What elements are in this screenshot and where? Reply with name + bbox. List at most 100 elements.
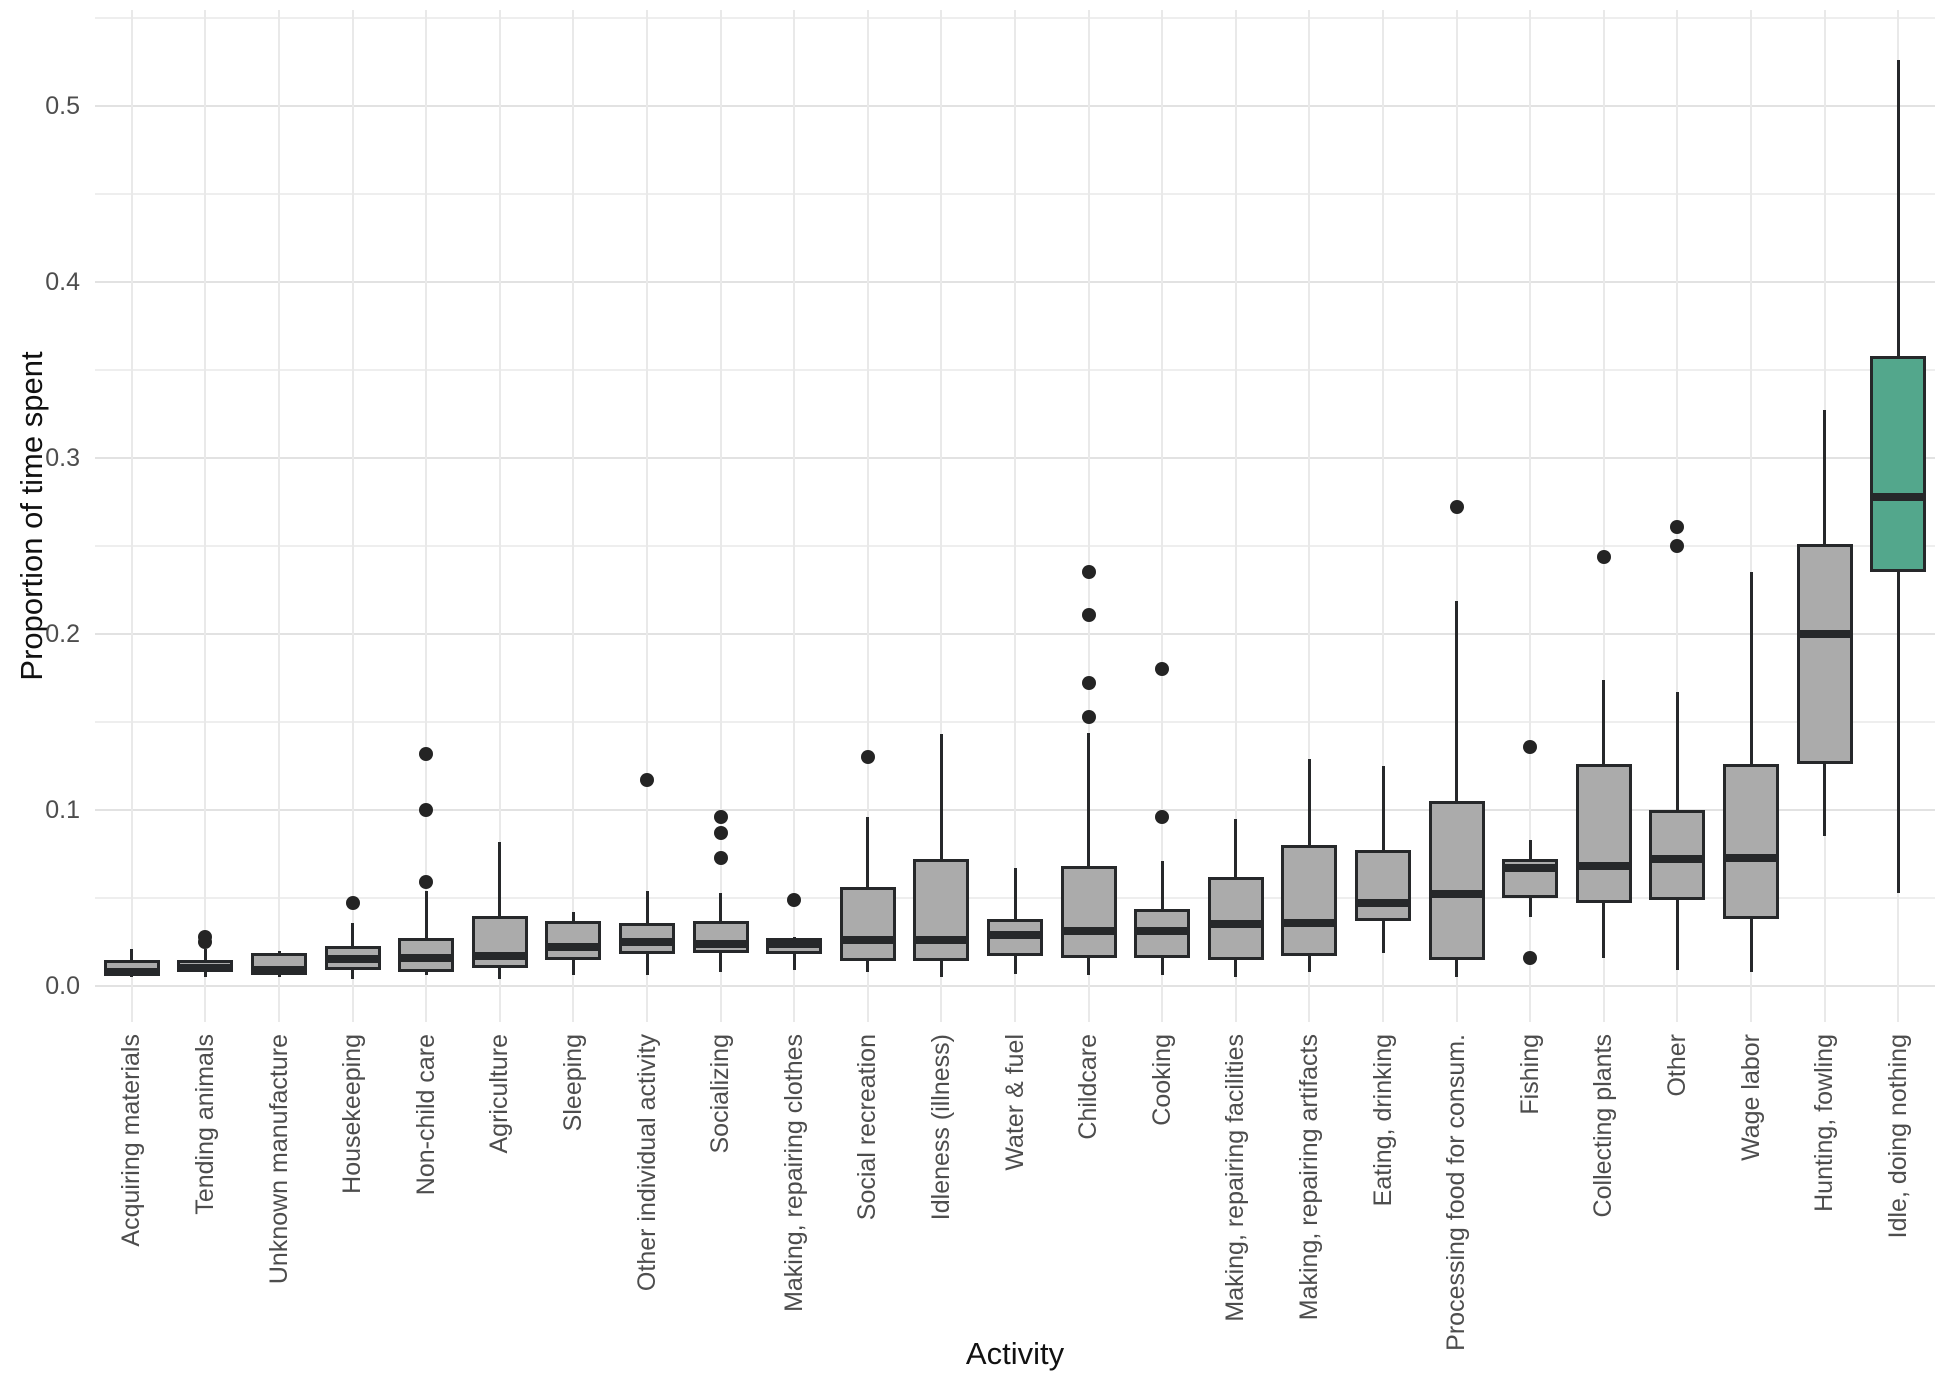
boxplot-median-line [1207, 920, 1264, 929]
boxplot-median-line [103, 967, 160, 976]
boxplot-box [913, 859, 970, 962]
outlier-point [1523, 739, 1538, 754]
outlier-point [713, 810, 728, 825]
boxplot-box [1723, 764, 1779, 920]
gridline-vertical [351, 10, 354, 1022]
x-tick-label: Idle, doing nothing [1883, 1034, 1912, 1239]
outlier-point [860, 750, 875, 765]
boxplot-median-line [1502, 864, 1559, 873]
boxplot-median-line [1134, 927, 1191, 936]
plot-panel [95, 10, 1935, 1022]
x-tick-label: Non-child care [411, 1034, 440, 1196]
outlier-point [640, 773, 654, 788]
boxplot-whisker [498, 841, 502, 979]
boxplot-median-line [1723, 853, 1779, 862]
x-tick-label: Hunting, fowling [1810, 1034, 1839, 1212]
boxplot-median-line [1575, 862, 1632, 871]
gridline-vertical [425, 10, 428, 1022]
boxplot-whisker [1087, 732, 1091, 976]
boxplot-median-line [177, 963, 234, 972]
x-tick-label: Water & fuel [1000, 1034, 1029, 1171]
boxplot-median-line [766, 939, 823, 948]
y-tick-label: 0.5 [45, 92, 80, 120]
gridline-vertical [1014, 10, 1016, 1022]
gridline-vertical [1602, 10, 1605, 1022]
boxplot-median-line [471, 952, 528, 961]
outlier-point [198, 929, 213, 944]
gridline-vertical [866, 10, 869, 1022]
boxplot-median-line [839, 936, 896, 945]
boxplot-box [1870, 355, 1927, 573]
outlier-point [787, 892, 802, 907]
gridline-vertical [1529, 10, 1532, 1022]
x-tick-label: Childcare [1074, 1034, 1103, 1140]
x-tick-label: Other [1662, 1034, 1691, 1097]
gridline-vertical [572, 10, 575, 1022]
gridline-vertical [646, 10, 648, 1022]
boxplot-median-line [1428, 890, 1485, 899]
boxplot-median-line [1281, 918, 1338, 927]
outlier-point [1081, 565, 1096, 580]
boxplot-median-line [251, 966, 307, 975]
x-tick-label: Housekeeping [338, 1034, 367, 1194]
gridline-vertical [1676, 10, 1679, 1022]
boxplot-box [1649, 810, 1706, 900]
boxplot-box [1207, 876, 1264, 960]
boxplot-box [1281, 845, 1338, 957]
gridline-vertical [498, 10, 501, 1022]
boxplot-median-line [1060, 927, 1117, 936]
boxplot-whisker [1455, 600, 1459, 978]
x-tick-label: Making, repairing artifacts [1294, 1034, 1323, 1321]
boxplot-median-line [987, 930, 1043, 939]
gridline-vertical [204, 10, 207, 1022]
boxplot-median-line [692, 939, 749, 948]
y-tick-label: 0.0 [45, 972, 80, 1000]
y-tick-label: 0.1 [45, 796, 80, 824]
outlier-point [419, 875, 434, 890]
outlier-point [1081, 676, 1096, 691]
x-tick-label: Processing food for consum. [1442, 1034, 1471, 1351]
boxplot-box [839, 887, 896, 962]
boxplot-box [1355, 850, 1411, 921]
outlier-point [1449, 500, 1464, 515]
outlier-point [1155, 810, 1170, 825]
x-tick-label: Wage labor [1736, 1034, 1765, 1161]
gridline-vertical [1087, 10, 1090, 1022]
y-tick-label: 0.2 [45, 620, 80, 648]
gridline-vertical [1382, 10, 1384, 1022]
boxplot-box [1060, 866, 1117, 958]
x-tick-label: Eating, drinking [1368, 1034, 1397, 1207]
boxplot-box [545, 920, 602, 960]
gridline-vertical [1750, 10, 1752, 1022]
boxplot-median-line [913, 936, 970, 945]
outlier-point [1155, 662, 1170, 677]
x-tick-label: Agriculture [485, 1034, 514, 1154]
boxplot-median-line [1355, 899, 1411, 908]
boxplot-whisker [939, 734, 943, 978]
x-tick-label: Other individual activity [632, 1034, 661, 1292]
boxplot-box [692, 920, 749, 953]
boxplot-box [1428, 801, 1485, 960]
boxplot-box [1796, 544, 1853, 765]
outlier-point [1081, 709, 1096, 724]
x-tick-label: Fishing [1515, 1034, 1544, 1115]
outlier-point [1523, 950, 1538, 965]
gridline-vertical [793, 10, 796, 1022]
outlier-point [1670, 539, 1685, 553]
boxplot-median-line [545, 943, 602, 952]
boxplot-box [471, 915, 528, 969]
outlier-point [1670, 519, 1685, 534]
gridline-vertical [1161, 10, 1164, 1022]
x-tick-label: Social recreation [853, 1034, 882, 1221]
outlier-point [713, 825, 728, 840]
outlier-point [419, 803, 434, 817]
gridline-vertical [940, 10, 943, 1022]
x-tick-label: Idleness (illness) [926, 1034, 955, 1221]
x-tick-label: Unknown manufacture [264, 1034, 293, 1285]
outlier-point [1596, 549, 1611, 564]
boxplot-median-line [1649, 855, 1706, 864]
boxplot-whisker [424, 890, 428, 976]
x-tick-label: Socializing [706, 1034, 735, 1154]
gridline-vertical [1234, 10, 1237, 1022]
